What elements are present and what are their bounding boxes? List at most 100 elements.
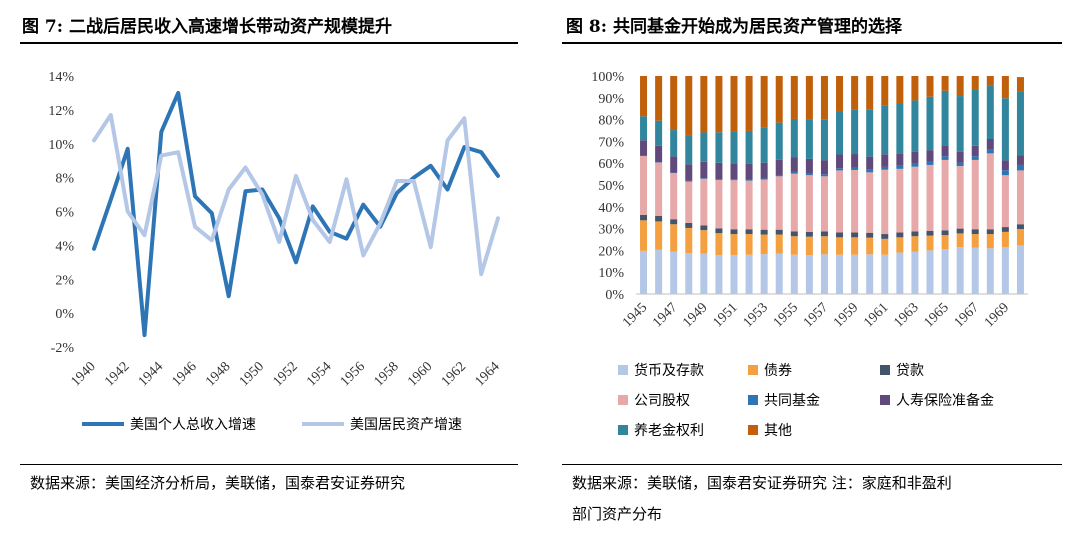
x-tick-label: 1957 xyxy=(801,300,831,330)
x-tick-label: 1950 xyxy=(237,359,267,389)
bar-segment xyxy=(820,160,828,175)
bar-segment xyxy=(775,174,783,177)
bar-segment xyxy=(926,250,934,294)
bar-segment xyxy=(851,237,859,255)
bar-segment xyxy=(986,234,994,249)
bar-segment xyxy=(896,153,904,166)
x-tick-label: 1965 xyxy=(921,300,951,330)
bar-segment xyxy=(971,89,979,146)
bar-segment xyxy=(730,131,738,164)
bar-segment xyxy=(956,96,964,152)
bar-segment xyxy=(911,100,919,152)
bar-segment xyxy=(941,230,949,236)
bar-segment xyxy=(1016,77,1024,92)
x-tick-label: 1967 xyxy=(952,300,982,330)
bar-segment xyxy=(881,238,889,255)
y-tick-label: 0% xyxy=(55,307,74,322)
bar-segment xyxy=(805,76,813,120)
bar-segment xyxy=(745,180,753,230)
bar-segment xyxy=(911,251,919,294)
bar-segment xyxy=(881,234,889,239)
y-tick-label: 100% xyxy=(591,70,624,85)
bar-segment xyxy=(790,118,798,158)
bar-segment xyxy=(911,76,919,101)
legend-swatch-2 xyxy=(880,365,890,375)
figure-7-bottom-rule xyxy=(20,464,518,465)
bar-segment xyxy=(956,247,964,294)
bar-segment xyxy=(730,180,738,230)
bar-segment xyxy=(941,235,949,250)
bar-segment xyxy=(1016,224,1024,230)
bar-segment xyxy=(805,231,813,237)
bar-segment xyxy=(715,254,723,294)
bar-segment xyxy=(941,145,949,157)
bar-segment xyxy=(1001,76,1009,99)
bar-segment xyxy=(926,164,934,231)
bar-segment xyxy=(1001,227,1009,232)
bar-segment xyxy=(896,232,904,238)
bar-segment xyxy=(866,169,874,173)
bar-segment xyxy=(730,229,738,235)
bar-segment xyxy=(851,167,859,170)
bar-segment xyxy=(866,237,874,255)
bar-segment xyxy=(926,235,934,251)
bar-segment xyxy=(715,162,723,180)
legend-label-3: 公司股权 xyxy=(634,393,690,409)
bar-segment xyxy=(790,76,798,119)
bar-segment xyxy=(775,229,783,235)
bar-segment xyxy=(971,76,979,90)
bar-segment xyxy=(941,159,949,231)
bar-segment xyxy=(866,232,874,238)
y-tick-label: -2% xyxy=(51,341,75,356)
bar-segment xyxy=(670,219,678,225)
bar-segment xyxy=(745,234,753,255)
bar-segment xyxy=(685,135,693,165)
bar-segment xyxy=(986,85,994,139)
bar-segment xyxy=(836,111,844,155)
bar-segment xyxy=(790,254,798,294)
bar-segment xyxy=(986,248,994,294)
x-tick-label: 1947 xyxy=(650,300,680,330)
bar-segment xyxy=(1016,155,1024,165)
bar-segment xyxy=(640,140,648,156)
bar-segment xyxy=(1016,164,1024,171)
household-asset-allocation-stacked-bar-chart: 0%10%20%30%40%50%60%70%80%90%100%1945 194… xyxy=(591,70,1028,439)
bar-segment xyxy=(836,232,844,238)
x-tick-label: 1945 xyxy=(620,300,650,330)
y-tick-label: 12% xyxy=(48,104,74,119)
bar-segment xyxy=(760,76,768,128)
bar-segment xyxy=(820,76,828,120)
bar-segment xyxy=(775,159,783,175)
y-tick-label: 50% xyxy=(598,179,624,194)
bar-segment xyxy=(775,234,783,254)
bar-segment xyxy=(715,76,723,133)
bar-segment xyxy=(911,163,919,167)
bar-segment xyxy=(956,166,964,229)
bar-segment xyxy=(655,145,663,163)
bar-segment xyxy=(715,228,723,234)
bar-segment xyxy=(956,162,964,167)
bar-segment xyxy=(956,76,964,97)
bar-segment xyxy=(790,157,798,172)
y-tick-label: 60% xyxy=(598,157,624,172)
bar-segment xyxy=(866,109,874,157)
x-tick-label: 1954 xyxy=(304,359,334,389)
bar-segment xyxy=(881,76,889,106)
bar-segment xyxy=(685,253,693,294)
bar-segment xyxy=(971,234,979,248)
figure-8-source-line-2: 部门资产分布 xyxy=(572,505,663,523)
bar-segment xyxy=(851,169,859,233)
bar-segment xyxy=(670,173,678,220)
bar-segment xyxy=(730,234,738,256)
bar-segment xyxy=(730,163,738,180)
y-tick-label: 8% xyxy=(55,172,74,187)
bar-segment xyxy=(926,150,934,162)
bar-segment xyxy=(700,178,708,226)
bar-segment xyxy=(851,154,859,168)
bar-segment xyxy=(926,76,934,97)
bar-segment xyxy=(775,122,783,160)
x-tick-label: 1940 xyxy=(68,359,98,389)
bar-segment xyxy=(820,236,828,255)
bar-segment xyxy=(851,76,859,110)
x-tick-label: 1963 xyxy=(891,300,921,330)
